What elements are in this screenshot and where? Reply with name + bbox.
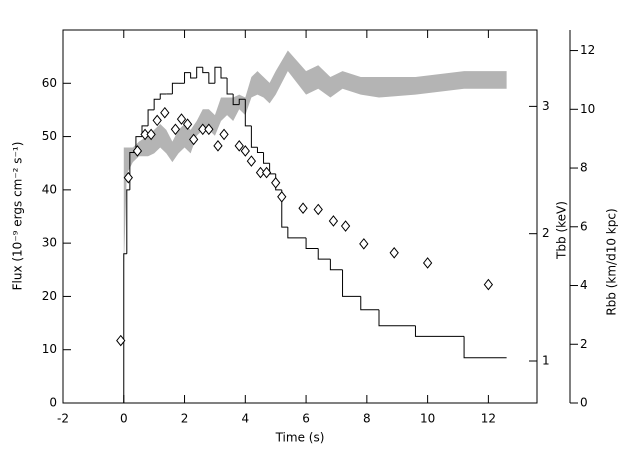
- temperature-point: [389, 246, 399, 259]
- y-tick-label: 0: [49, 396, 57, 410]
- temperature-point: [146, 128, 156, 141]
- temperature-point: [123, 171, 133, 184]
- temperature-point: [359, 238, 369, 250]
- flux-step: [184, 72, 191, 84]
- flux-step: [342, 269, 361, 297]
- temperature-point: [160, 106, 170, 119]
- flux-step: [190, 72, 197, 79]
- r-tick-label: 6: [580, 219, 588, 233]
- x-tick-label: 8: [363, 412, 371, 426]
- temperature-point: [255, 166, 266, 179]
- y-tick-label: 10: [42, 342, 57, 356]
- y-tick-label: 60: [42, 76, 57, 90]
- temperature-point: [234, 140, 244, 152]
- flux-step: [232, 93, 240, 106]
- temperature-point: [132, 145, 143, 157]
- temperature-point: [271, 176, 281, 189]
- temperature-point: [277, 190, 287, 203]
- flux-step: [214, 66, 221, 84]
- flux-step: [202, 67, 209, 74]
- t-tick-label: 1: [542, 353, 550, 367]
- temperature-point: [261, 166, 272, 179]
- x-tick-label: 4: [241, 412, 249, 426]
- flux-step: [159, 93, 167, 100]
- flux-step: [329, 259, 343, 271]
- y-axis-label: Flux (10⁻⁹ ergs cm⁻² s⁻¹): [11, 142, 25, 291]
- temperature-point: [340, 220, 351, 232]
- r-tick-label: 12: [580, 43, 595, 57]
- flux-step: [378, 309, 416, 327]
- temperature-point: [240, 145, 250, 157]
- y-tick-label: 50: [42, 129, 57, 143]
- r-tick-label: 10: [580, 102, 595, 116]
- temperature-point: [176, 113, 187, 125]
- flux-step: [414, 325, 465, 337]
- x-tick-label: -2: [57, 412, 69, 426]
- y-tick-label: 30: [42, 236, 57, 250]
- flux-step: [153, 98, 161, 110]
- temperature-point: [246, 155, 257, 167]
- flux-step: [220, 67, 228, 79]
- r-tick-label: 4: [580, 278, 588, 292]
- y-tick-label: 20: [42, 289, 57, 303]
- x-tick-label: 0: [120, 412, 128, 426]
- flux-step: [305, 237, 319, 249]
- temperature-point: [298, 202, 308, 215]
- flux-step: [256, 147, 264, 154]
- t-axis-label: Tbb (keV): [555, 201, 569, 260]
- flux-step: [238, 98, 246, 105]
- flux-step: [196, 66, 203, 78]
- r-tick-label: 8: [580, 161, 588, 175]
- radius-band: [123, 50, 507, 271]
- temperature-point: [140, 128, 150, 141]
- temperature-point: [204, 123, 214, 136]
- plot-frame: [62, 29, 538, 404]
- x-tick-label: 6: [302, 412, 310, 426]
- r-tick-label: 0: [580, 396, 588, 410]
- flux-step: [208, 72, 215, 84]
- temperature-point: [313, 203, 323, 216]
- flux-step: [250, 125, 258, 148]
- flux-step: [317, 248, 331, 260]
- temperature-point: [213, 140, 223, 152]
- temperature-point: [198, 123, 208, 136]
- x-tick-label: 2: [181, 412, 189, 426]
- t-tick-label: 3: [542, 99, 550, 113]
- x-tick-label: 12: [481, 412, 496, 426]
- temperature-point: [182, 118, 193, 131]
- temperature-point: [170, 123, 181, 136]
- flux-step: [244, 99, 252, 127]
- y-tick-label: 40: [42, 182, 57, 196]
- temperature-point: [328, 215, 339, 227]
- temperature-point: [219, 128, 229, 141]
- flux-step: [147, 109, 155, 126]
- main-layer: [116, 66, 507, 403]
- flux-step: [360, 296, 379, 311]
- temperature-point: [422, 257, 433, 269]
- temperature-point: [483, 278, 494, 291]
- flux-step: [126, 189, 130, 254]
- x-axis-label: Time (s): [275, 431, 325, 445]
- flux-step: [263, 152, 270, 164]
- r-tick-label: 2: [580, 337, 588, 351]
- t-tick-label: 2: [542, 226, 550, 240]
- temperature-point: [116, 334, 126, 347]
- x-tick-label: 10: [420, 412, 435, 426]
- r-axis-label: Rbb (km/d10 kpc): [605, 208, 619, 315]
- temperature-point: [152, 114, 162, 127]
- flux-step: [171, 82, 179, 94]
- flux-step: [226, 77, 234, 95]
- temperature-point: [189, 133, 199, 146]
- flux-step: [287, 227, 307, 239]
- flux-step: [123, 253, 127, 403]
- flux-step: [463, 336, 507, 359]
- band-layer: [123, 50, 507, 271]
